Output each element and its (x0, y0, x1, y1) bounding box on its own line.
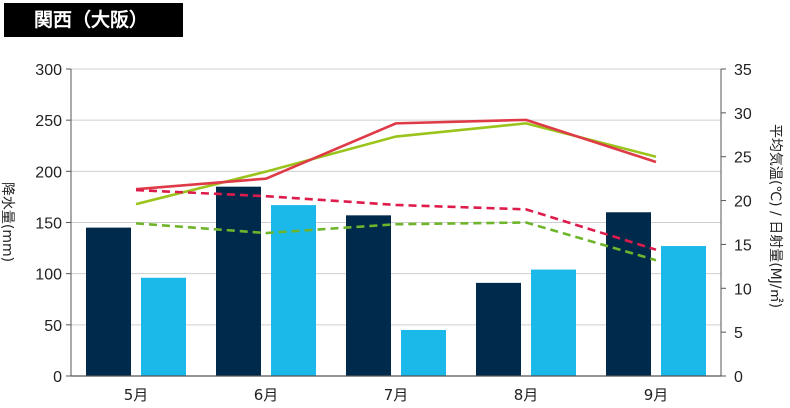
right-tick-label-0: 0 (734, 369, 743, 386)
chart-title: 関西（大阪） (4, 3, 183, 37)
left-tick-label-2: 100 (35, 267, 62, 284)
bar-s1-5 (606, 212, 651, 376)
left-tick-label-4: 200 (35, 164, 62, 181)
bar-s2-4 (531, 269, 576, 376)
left-tick-label-0: 0 (53, 369, 62, 386)
bar-s2-5 (661, 246, 706, 376)
bar-s1-4 (476, 282, 521, 376)
x-category-label-4: 8月 (514, 386, 539, 404)
bar-s2-3 (401, 329, 446, 376)
left-tick-label-6: 300 (35, 62, 62, 79)
bar-s2-1 (141, 277, 186, 376)
right-axis-ticks: 0 5 10 15 20 25 30 35 (721, 62, 752, 386)
bar-s1-3 (346, 215, 391, 376)
x-category-label-3: 7月 (384, 386, 409, 404)
left-tick-label-3: 150 (35, 216, 62, 233)
x-category-label-1: 5月 (124, 386, 149, 404)
x-category-label-2: 6月 (254, 386, 279, 404)
left-tick-label-5: 250 (35, 113, 62, 130)
line-series (135, 118, 657, 262)
right-axis-title: 平均気温(℃) / 日射量(MJ/㎡) (767, 124, 783, 308)
right-tick-label-7: 35 (734, 62, 752, 79)
left-axis-ticks: 0 50 100 150 200 250 300 (35, 62, 71, 386)
left-tick-label-1: 50 (44, 318, 62, 335)
bar-s1-2 (216, 186, 261, 376)
right-tick-label-4: 20 (734, 194, 752, 211)
x-category-label-5: 9月 (644, 386, 669, 404)
right-tick-label-3: 15 (734, 237, 752, 254)
category-labels: 5月 6月 7月 8月 9月 (124, 386, 669, 404)
line-series-2 (135, 118, 657, 191)
right-tick-label-5: 25 (734, 150, 752, 167)
right-tick-label-6: 30 (734, 106, 752, 123)
right-tick-label-2: 10 (734, 281, 752, 298)
bar-s2-2 (271, 205, 316, 376)
left-axis-title: 降水量(mm) (0, 182, 15, 262)
line-series-3 (135, 188, 657, 251)
bar-s1-1 (86, 227, 131, 376)
line-series-4 (135, 221, 657, 262)
right-tick-label-1: 5 (734, 325, 743, 342)
bar-series (86, 186, 706, 376)
